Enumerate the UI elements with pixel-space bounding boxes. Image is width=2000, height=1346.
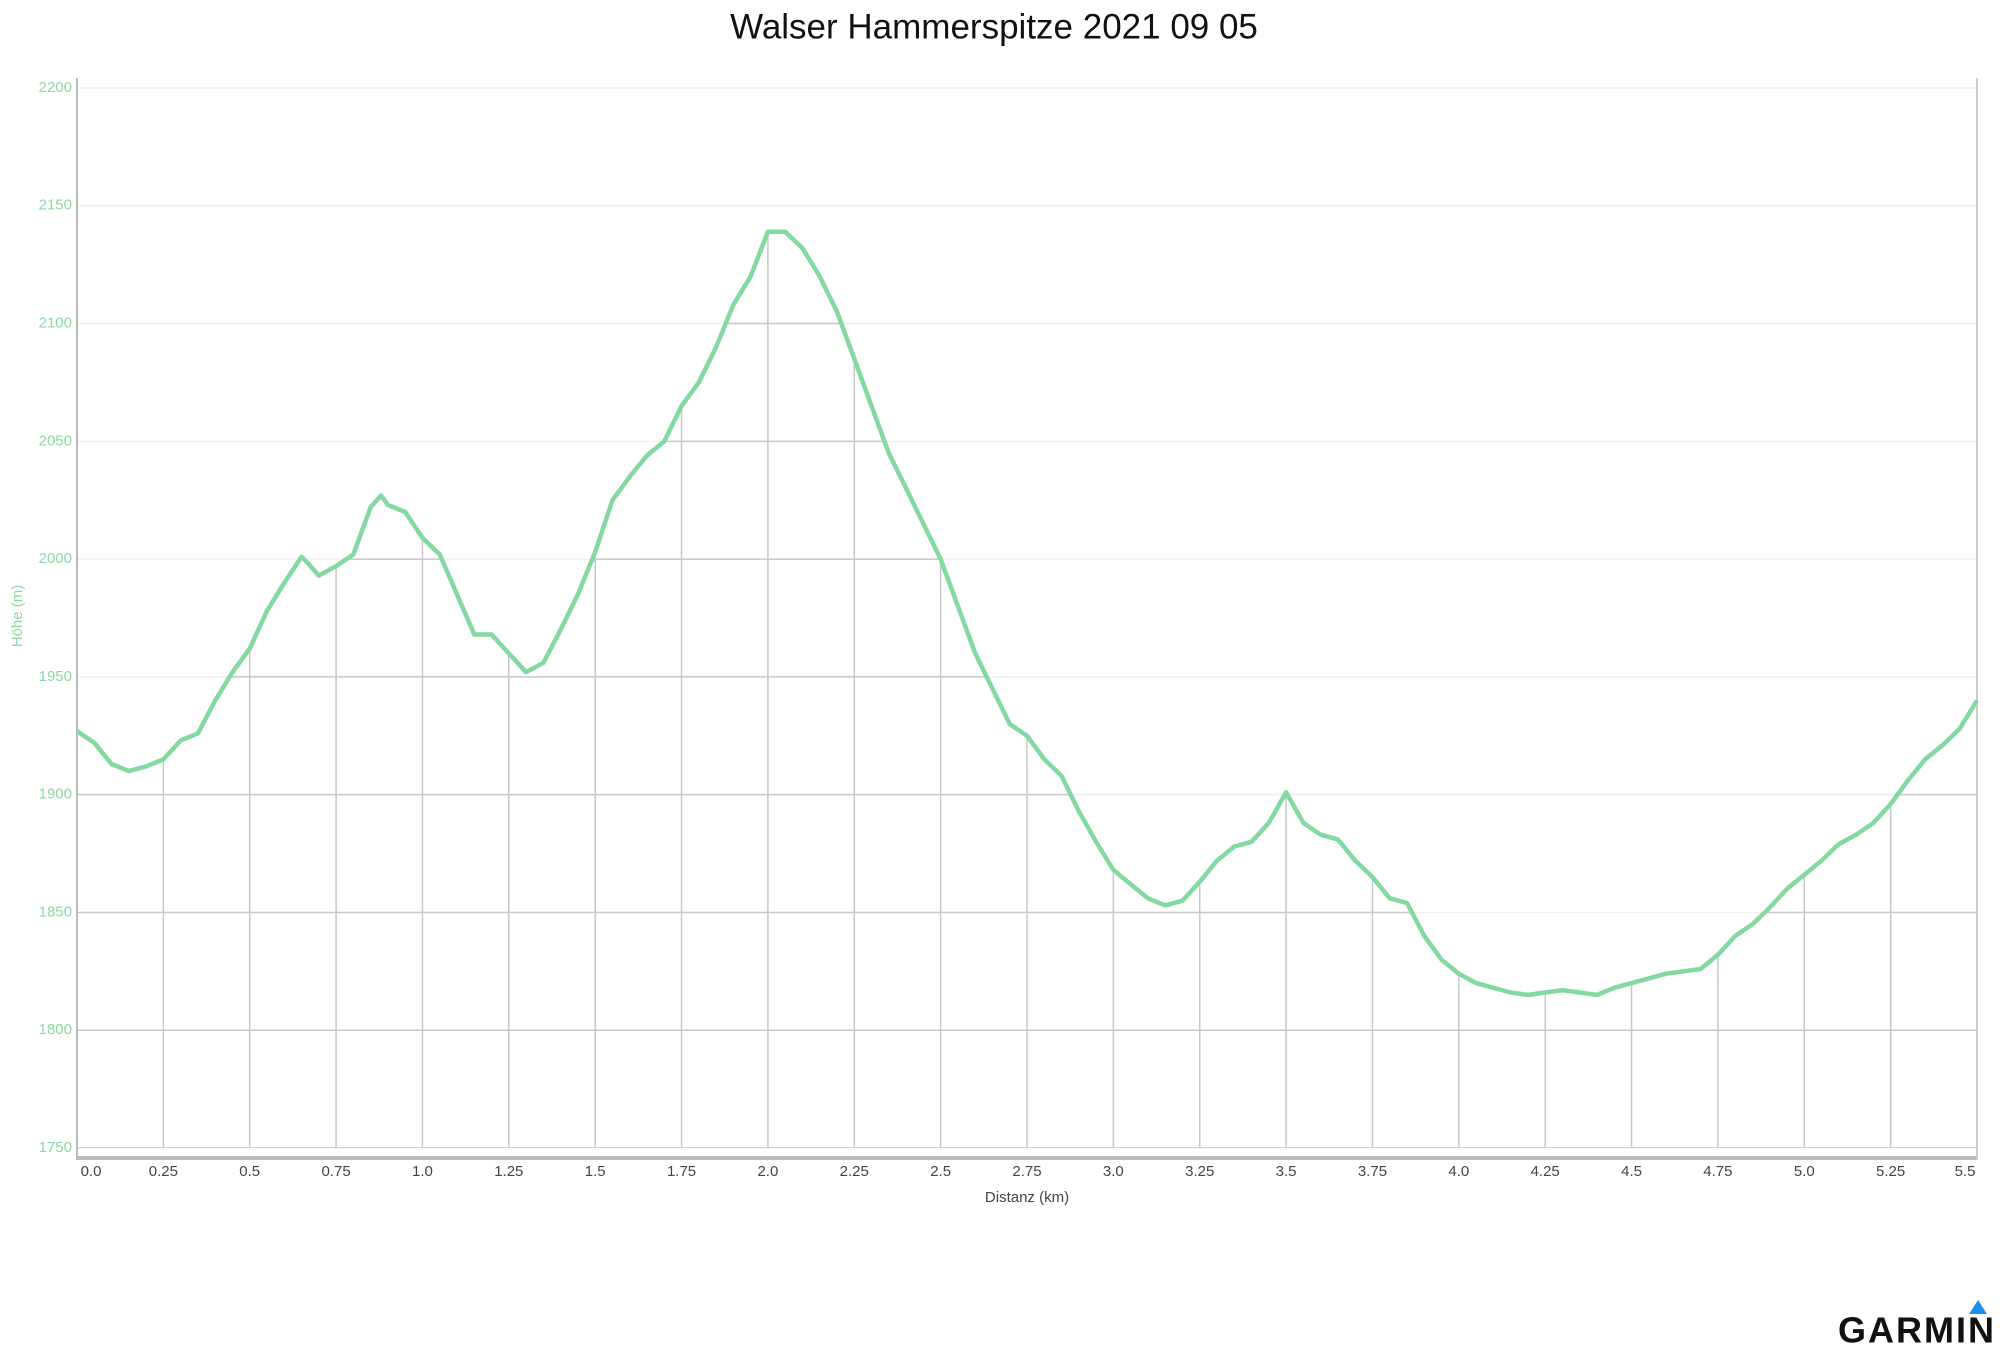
y-axis-title: Höhe (m): [9, 585, 26, 648]
x-tick-label: 1.5: [585, 1163, 606, 1180]
x-tick-label: 2.25: [840, 1163, 869, 1180]
x-tick-label: 1.75: [667, 1163, 696, 1180]
x-tick-label: 1.25: [494, 1163, 523, 1180]
x-tick-label: 3.75: [1358, 1163, 1387, 1180]
y-tick-label: 2200: [39, 79, 72, 96]
grid: [77, 231, 1977, 1148]
y-tick-label: 1900: [39, 786, 72, 803]
series: [75, 229, 1979, 998]
logo-triangle: [1969, 1300, 1987, 1314]
chart-title: Walser Hammerspitze 2021 09 05: [730, 7, 1258, 46]
x-tick-label: 2.5: [930, 1163, 951, 1180]
x-tick-label: 0.25: [149, 1163, 178, 1180]
x-tick-label: 4.0: [1448, 1163, 1469, 1180]
x-tick-label: 3.5: [1276, 1163, 1297, 1180]
x-tick-label: 4.5: [1621, 1163, 1642, 1180]
x-tick-label: 5.0: [1794, 1163, 1815, 1180]
y-tick-label: 1750: [39, 1139, 72, 1156]
x-tick-label: 1.0: [412, 1163, 433, 1180]
x-tick-label: 3.25: [1185, 1163, 1214, 1180]
y-tick-label: 1950: [39, 668, 72, 685]
x-tick-label: 5.25: [1876, 1163, 1905, 1180]
y-tick-label: 1850: [39, 903, 72, 920]
x-tick-label: 0.0: [81, 1163, 102, 1180]
x-axis-title: Distanz (km): [985, 1189, 1069, 1206]
x-tick-label: 5.5: [1955, 1163, 1976, 1180]
logo: GARMIN: [1838, 1310, 1996, 1346]
y-tick-label: 2100: [39, 315, 72, 332]
x-tick-label: 2.0: [757, 1163, 778, 1180]
ticks: 1750 1800 1850 1900 1950 2000 2050 2100 2150 2200…: [39, 79, 1976, 1180]
y-tick-label: 2000: [39, 550, 72, 567]
x-tick-label: 4.75: [1703, 1163, 1732, 1180]
x-tick-label: 2.75: [1012, 1163, 1041, 1180]
y-tick-label: 2050: [39, 432, 72, 449]
x-tick-label: 3.0: [1103, 1163, 1124, 1180]
x-tick-label: 0.5: [239, 1163, 260, 1180]
y-tick-label: 1800: [39, 1021, 72, 1038]
elevation-line: [75, 229, 1979, 998]
x-tick-label: 0.75: [321, 1163, 350, 1180]
x-tick-label: 4.25: [1531, 1163, 1560, 1180]
y-tick-label: 2150: [39, 197, 72, 214]
